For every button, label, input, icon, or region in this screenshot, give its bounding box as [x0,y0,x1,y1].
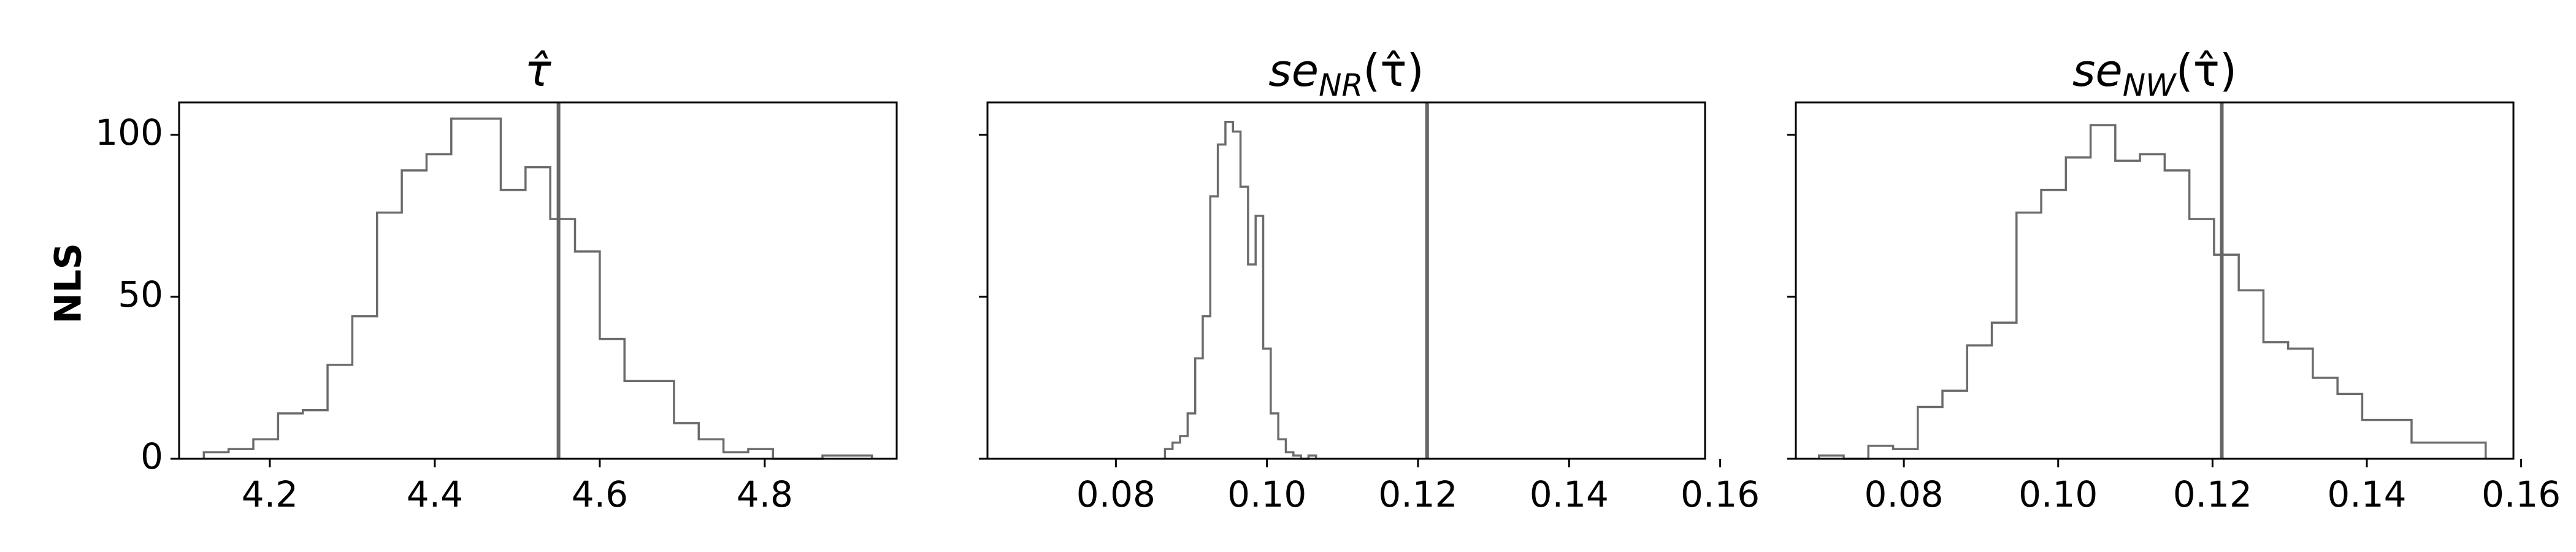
histogram-step [1817,124,2487,460]
x-tick-label: 0.08 [1076,473,1156,515]
x-tick-label: 4.8 [737,473,793,515]
histogram-step [202,117,873,460]
y-tick-label: 100 [95,112,163,153]
x-tick-label: 0.10 [2018,473,2098,515]
x-tick-label: 4.2 [242,473,298,515]
panel-title: τ̂ [524,45,551,96]
axes-frame [986,101,1706,460]
panel-1: 4.2 4.4 4.6 4.8 0 50 100 τ̂ [95,45,898,515]
panel-3: 0.08 0.10 0.12 0.14 0.16 seNW(τ̂) [1787,45,2561,515]
x-tick-label: 0.08 [1865,473,1944,515]
panel-2: 0.08 0.10 0.12 0.14 0.16 seNR(τ̂) [979,45,1760,515]
x-tick-label: 0.12 [2173,473,2252,515]
row-label: NLS [47,243,90,324]
y-tick-label: 50 [118,274,163,315]
x-tick-label: 4.6 [572,473,628,515]
axes-frame [1795,101,2515,460]
x-tick-label: 4.4 [407,473,463,515]
axes-frame [178,101,898,460]
panels: 4.2 4.4 4.6 4.8 0 50 100 τ̂ 0.08 0.10 0.12 0.14 0.16… [95,45,2561,515]
x-tick-label: 0.10 [1227,473,1306,515]
x-tick-label: 0.16 [2482,473,2561,515]
x-tick-label: 0.14 [1530,473,1609,515]
y-tick-label: 0 [140,435,163,477]
panel-title: seNR(τ̂) [1268,45,1424,103]
x-tick-label: 0.14 [2327,473,2406,515]
x-tick-label: 0.12 [1378,473,1457,515]
x-tick-label: 0.16 [1681,473,1760,515]
panel-title: seNW(τ̂) [2072,45,2237,103]
histogram-step [1163,120,1317,460]
